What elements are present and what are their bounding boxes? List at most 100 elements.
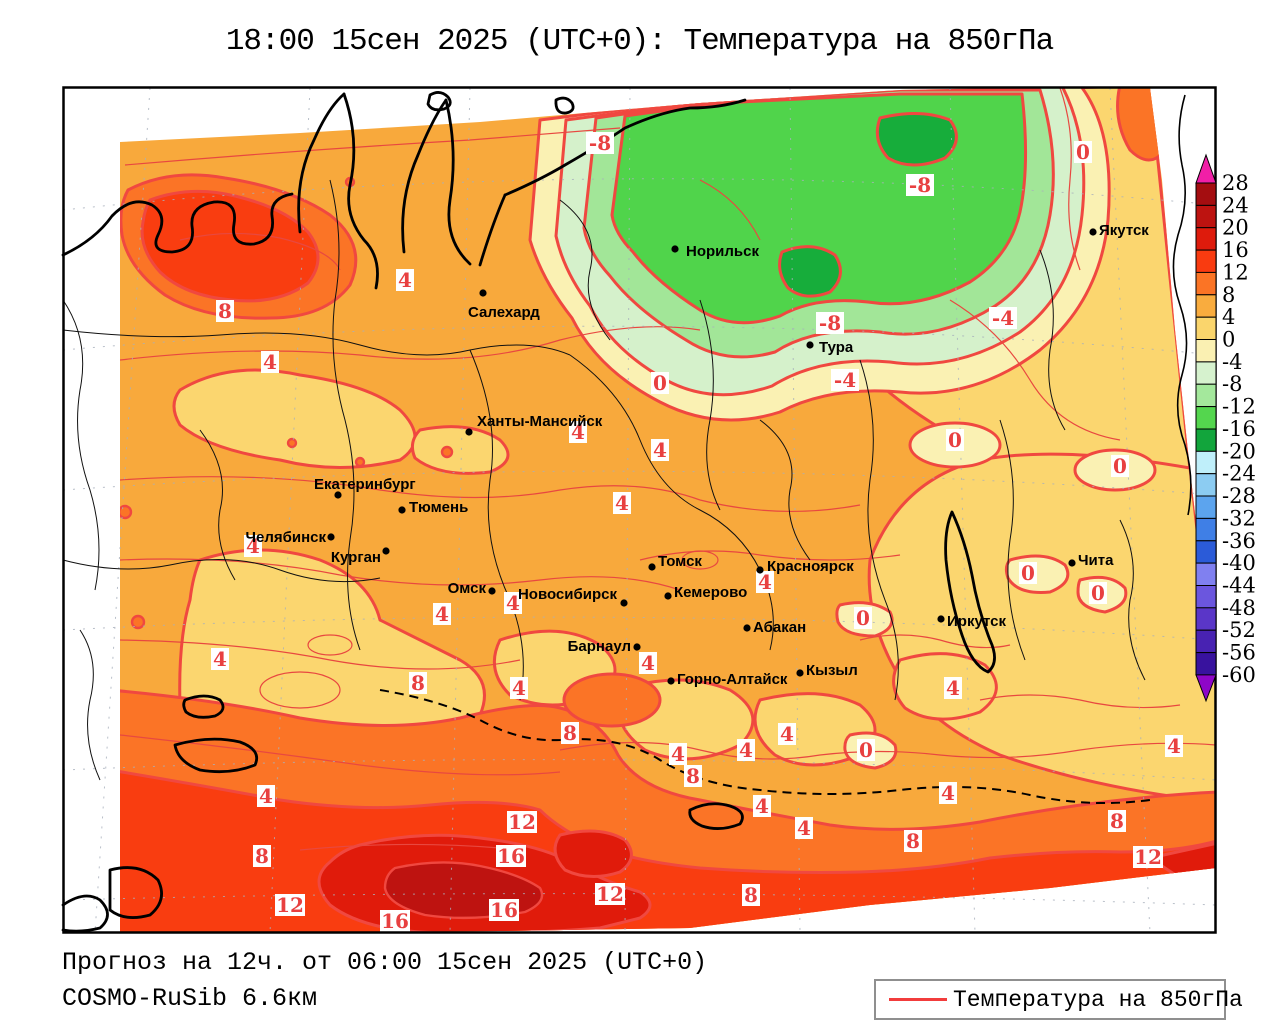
contour-label-bg bbox=[244, 535, 262, 557]
city-label: Курган bbox=[331, 549, 381, 566]
city-marker bbox=[671, 245, 679, 253]
city-label: Барнаул bbox=[568, 638, 631, 655]
contour-label-bg bbox=[504, 592, 522, 614]
contour-label-bg bbox=[253, 845, 271, 867]
thin-contours bbox=[120, 88, 1216, 851]
contour-label-bg bbox=[409, 672, 427, 694]
colorbar-box bbox=[1195, 339, 1217, 363]
band-m20-m16 bbox=[778, 111, 958, 298]
colorbar-tick-label: -48 bbox=[1222, 596, 1256, 620]
colorbar-tick-label: 4 bbox=[1222, 305, 1235, 329]
city-label: Красноярск bbox=[767, 558, 854, 575]
colorbar-box bbox=[1195, 406, 1217, 430]
colorbar-tick-label: -60 bbox=[1222, 663, 1256, 687]
contour-label-bg bbox=[946, 429, 964, 451]
city-marker bbox=[667, 677, 675, 685]
city-label: Челябинск bbox=[245, 529, 326, 546]
contour-label: 4 bbox=[213, 647, 227, 671]
contour-label: 4 bbox=[641, 651, 655, 675]
colorbar-tick-label: -56 bbox=[1222, 641, 1256, 665]
page-title: 18:00 15сен 2025 (UTC+0): Температура на… bbox=[225, 24, 1054, 59]
city-label: Тура bbox=[819, 339, 854, 356]
colorbar-tick-label: 24 bbox=[1222, 193, 1249, 217]
contour-label-bg bbox=[569, 421, 587, 443]
contour-label: 16 bbox=[490, 898, 518, 922]
admin-borders bbox=[62, 179, 1146, 781]
colorbar-box bbox=[1195, 294, 1217, 318]
contour-label: 4 bbox=[512, 676, 526, 700]
colorbar-tick-label: 16 bbox=[1222, 238, 1249, 262]
colorbar-box bbox=[1195, 182, 1217, 206]
contour-label: 4 bbox=[780, 722, 794, 746]
contour-label-bg bbox=[651, 372, 669, 394]
city-label: Абакан bbox=[753, 619, 806, 636]
city-label: Чита bbox=[1078, 552, 1114, 569]
contour-label: 4 bbox=[758, 570, 772, 594]
city-label: Кемерово bbox=[674, 584, 747, 601]
contour-label-bg bbox=[778, 723, 796, 745]
city-marker bbox=[327, 533, 335, 541]
contour-label: 0 bbox=[859, 738, 873, 762]
colorbar-tick-label: -16 bbox=[1222, 417, 1256, 441]
contour-label: -8 bbox=[819, 311, 841, 335]
contour-label: 0 bbox=[948, 428, 962, 452]
colorbar-tick-label: -8 bbox=[1222, 372, 1242, 396]
colorbar-tick-label: -4 bbox=[1222, 350, 1242, 374]
contour-label-bg bbox=[904, 830, 922, 852]
legend-box: Температура на 850гПа bbox=[874, 979, 1243, 1020]
contour-label: 12 bbox=[508, 810, 536, 834]
contour-label-bg bbox=[275, 894, 305, 916]
contour-label: -8 bbox=[589, 131, 611, 155]
colorbar-tick-label: 12 bbox=[1222, 260, 1249, 284]
contour-label-bg bbox=[753, 795, 771, 817]
contour-label: 8 bbox=[218, 299, 232, 323]
city-label: Норильск bbox=[686, 243, 759, 260]
legend-line-swatch bbox=[889, 998, 947, 1001]
city-label: Омск bbox=[448, 580, 487, 597]
legend-label: Температура на 850гПа bbox=[953, 986, 1243, 1013]
contour-label: 4 bbox=[263, 350, 277, 374]
city-label: Кызыл bbox=[806, 662, 858, 679]
contour-label-bg bbox=[595, 883, 625, 905]
contour-label: 8 bbox=[906, 829, 920, 853]
contour-label: 4 bbox=[671, 742, 685, 766]
contour-label-bg bbox=[742, 884, 760, 906]
city-marker bbox=[465, 428, 473, 436]
city-marker bbox=[937, 615, 945, 623]
contour-label-bg bbox=[396, 269, 414, 291]
colorbar-box bbox=[1195, 428, 1217, 452]
colorbar-box bbox=[1195, 540, 1217, 564]
contour-label-bg bbox=[737, 739, 755, 761]
colorbar-box bbox=[1195, 585, 1217, 609]
contour-label: 4 bbox=[615, 491, 629, 515]
contour-label: 8 bbox=[744, 883, 758, 907]
city-label: Екатеринбург bbox=[314, 476, 416, 493]
city-marker bbox=[488, 587, 496, 595]
colorbar-tick-label: -24 bbox=[1222, 462, 1256, 486]
city-label: Тюмень bbox=[409, 499, 468, 516]
colorbar-tick-label: -28 bbox=[1222, 484, 1256, 508]
contour-label-bg bbox=[989, 307, 1017, 329]
contour-label-bg bbox=[1111, 455, 1129, 477]
city-layer: Норильск Салехард Тура Ханты-Мансийск Екатер… bbox=[245, 222, 1149, 688]
colorbar-box bbox=[1195, 517, 1217, 542]
contour-label: 4 bbox=[571, 420, 585, 444]
contour-label: 0 bbox=[1076, 140, 1090, 164]
colorbar: 2824201612840-4-8-12-16-20-24-28-32-36-4… bbox=[1195, 153, 1256, 703]
contour-label: 4 bbox=[506, 591, 520, 615]
city-marker bbox=[398, 506, 406, 514]
contour-label: 12 bbox=[276, 893, 304, 917]
city-marker bbox=[633, 643, 641, 651]
contour-label: 4 bbox=[246, 534, 260, 558]
contour-label-bg bbox=[510, 677, 528, 699]
colorbar-tick-label: -12 bbox=[1222, 395, 1256, 419]
contour-label-bg bbox=[651, 439, 669, 461]
contour-label-bg bbox=[613, 492, 631, 514]
contour-label-bg bbox=[380, 910, 410, 932]
colorbar-box bbox=[1195, 204, 1217, 229]
contour-label: 0 bbox=[1091, 581, 1105, 605]
contour-label: 4 bbox=[755, 794, 769, 818]
colorbar-bottom-arrow bbox=[1195, 674, 1217, 703]
